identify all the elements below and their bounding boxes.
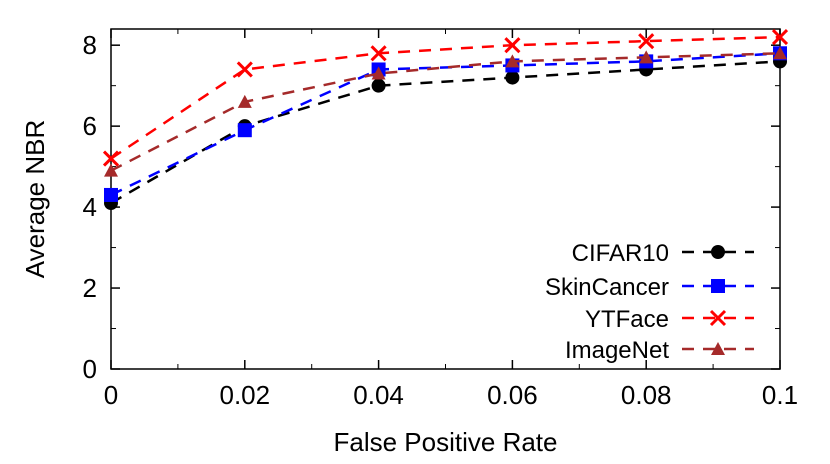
data-point (639, 50, 654, 64)
legend-label: YTFace (585, 306, 669, 333)
legend-item: CIFAR10 (572, 240, 754, 267)
y-tick-label: 8 (83, 30, 97, 60)
axis-ticks: 0 0.02 0.04 0.06 0.08 0.1 0 2 4 6 8 (83, 29, 798, 410)
y-tick-label: 0 (83, 354, 97, 384)
legend-marker-stroke-b (709, 309, 727, 327)
series-line (110, 35, 781, 160)
legend-label: SkinCancer (545, 274, 669, 301)
legend-label: CIFAR10 (572, 240, 669, 267)
data-point-stroke-b (504, 37, 521, 54)
legend-marker (709, 309, 727, 327)
legend-marker (711, 279, 725, 293)
data-point (237, 94, 252, 108)
data-point-stroke-b (370, 45, 387, 62)
legend-marker (711, 342, 725, 355)
series-ytface (102, 29, 789, 167)
series-line (110, 60, 781, 205)
x-tick-label: 0.1 (762, 380, 798, 410)
y-tick-label: 4 (83, 192, 97, 222)
x-axis-label: False Positive Rate (334, 427, 558, 457)
series-cifar10 (104, 54, 787, 211)
legend: CIFAR10 SkinCancer YTFace ImageNet (545, 240, 754, 364)
x-tick-label: 0.02 (219, 380, 270, 410)
data-point-stroke-b (102, 150, 120, 167)
legend-label: ImageNet (565, 337, 669, 364)
data-point (505, 70, 520, 85)
data-point (104, 187, 118, 202)
x-tick-label: 0 (104, 380, 118, 410)
data-point (104, 163, 118, 177)
data-point (371, 66, 386, 80)
data-point-stroke-b (638, 33, 655, 50)
data-point (638, 33, 655, 50)
plot-area (110, 28, 781, 370)
legend-item: ImageNet (565, 337, 754, 364)
y-tick-label: 6 (83, 111, 97, 141)
x-tick-label: 0.06 (487, 380, 538, 410)
y-axis-label: Average NBR (20, 120, 50, 279)
series-layer (102, 29, 789, 211)
data-point (237, 123, 252, 138)
x-tick-label: 0.08 (621, 380, 672, 410)
series-line (110, 52, 781, 197)
legend-item: SkinCancer (545, 274, 754, 301)
x-tick-label: 0.04 (353, 380, 404, 410)
data-point (771, 29, 789, 46)
series-imagenet (104, 46, 787, 177)
data-point-stroke-b (236, 61, 253, 78)
data-point (370, 45, 387, 62)
plot-frame (110, 28, 781, 370)
series-line (110, 52, 781, 172)
data-point (236, 61, 253, 78)
data-point (504, 37, 521, 54)
legend-marker (711, 245, 725, 259)
data-point (773, 46, 787, 60)
data-point (371, 78, 386, 93)
data-point (102, 150, 120, 167)
data-point-stroke-b (771, 29, 789, 46)
y-tick-label: 2 (83, 273, 97, 303)
data-point (505, 54, 520, 68)
legend-item: YTFace (585, 306, 754, 333)
series-skincancer (104, 46, 787, 202)
